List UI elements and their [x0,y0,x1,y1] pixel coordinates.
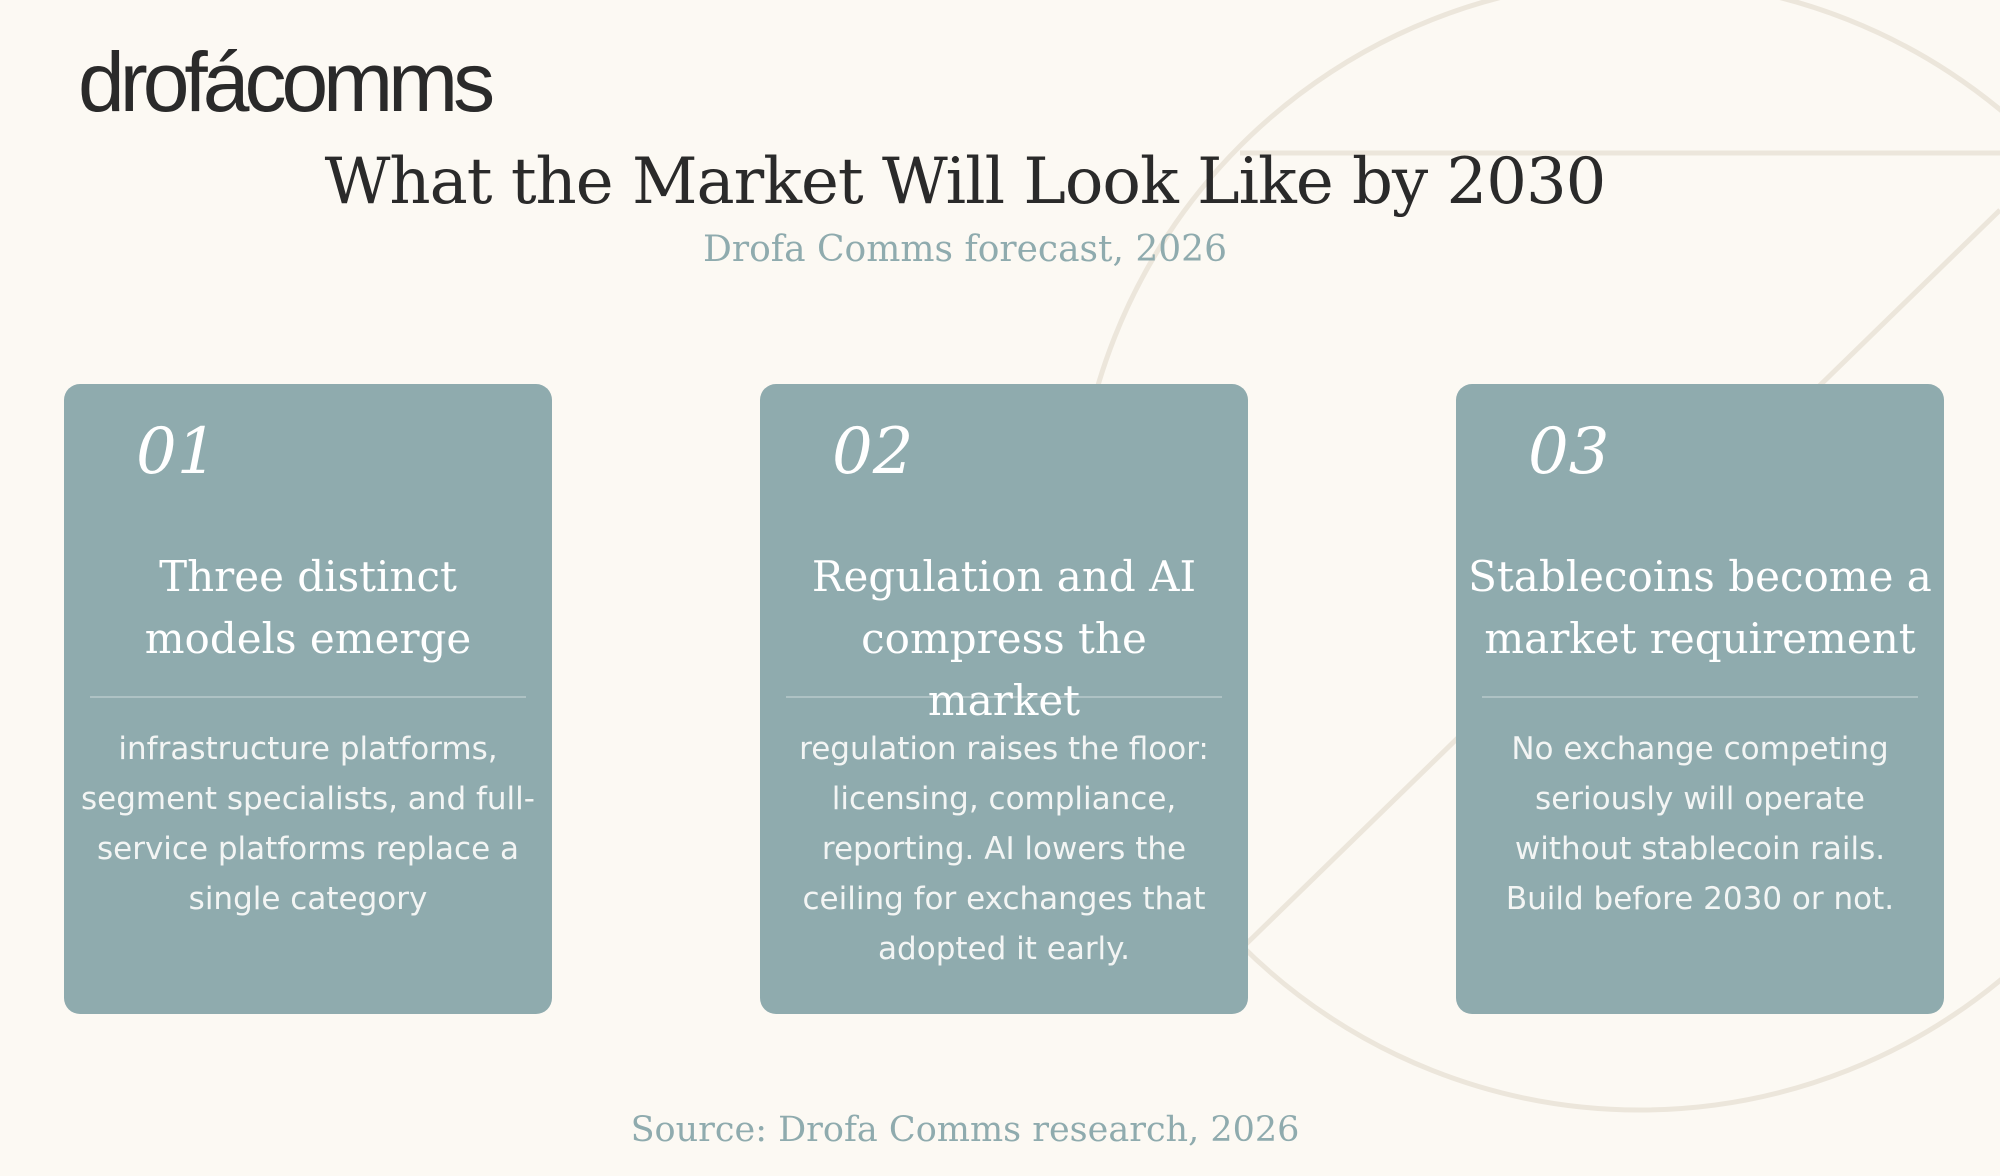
card-body: regulation raises the floor: licensing, … [799,731,1209,967]
forecast-card-3: 03 Stablecoins become a market requireme… [1456,384,1944,1014]
forecast-card-2: 02 Regulation and AI compress the market… [760,384,1248,1014]
card-number: 03 [1528,415,1610,489]
card-title: Regulation and AI compress the market [811,552,1197,725]
card-number: 01 [136,415,218,489]
brand-logo: drofácomms [78,35,495,129]
page-title: What the Market Will Look Like by 2030 [324,145,1607,219]
card-divider [786,696,1222,698]
card-title: Three distinct models emerge [144,552,472,663]
card-divider [90,696,526,698]
card-divider [1482,696,1918,698]
page-subtitle: Drofa Comms forecast, 2026 [703,229,1227,270]
card-body: No exchange competing seriously will ope… [1505,731,1895,917]
card-number: 02 [832,415,914,489]
forecast-card-1: 01 Three distinct models emerge infrastr… [64,384,552,1014]
card-body: infrastructure platforms, segment specia… [81,731,535,917]
source-note: Source: Drofa Comms research, 2026 [630,1110,1300,1150]
card-title: Stablecoins become a market requirement [1468,552,1932,663]
